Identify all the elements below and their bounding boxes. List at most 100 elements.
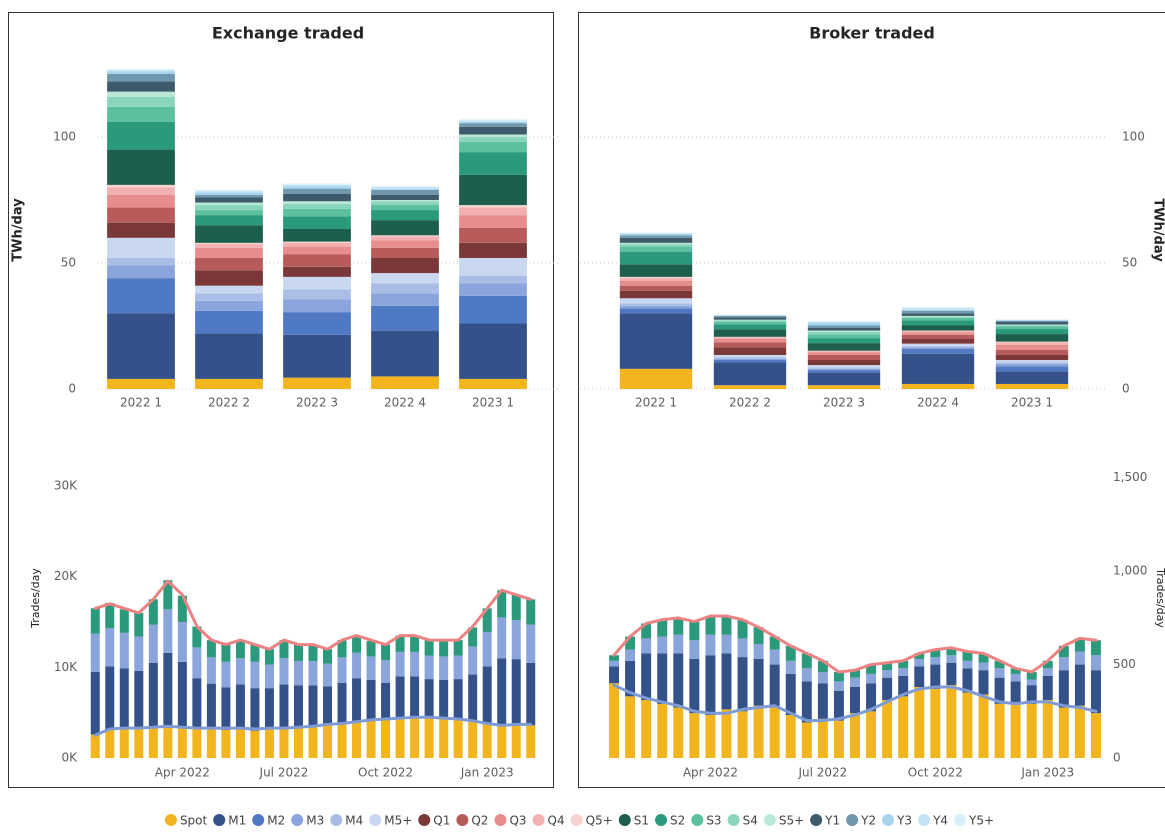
- bar-segment: [818, 672, 828, 683]
- bar-segment: [91, 634, 100, 672]
- bar-segment: [283, 300, 351, 313]
- bar-segment: [526, 725, 535, 758]
- x-tick-label: 2022 4: [917, 396, 959, 410]
- bar-segment: [459, 121, 527, 122]
- bar-segment: [996, 327, 1068, 330]
- bar-segment: [770, 708, 780, 758]
- bar-segment: [371, 187, 439, 188]
- bar-segment: [283, 201, 351, 204]
- legend-label: Q1: [433, 814, 450, 828]
- bar-segment: [902, 311, 974, 314]
- chart-title: Broker traded: [809, 24, 935, 43]
- bar-segment: [673, 708, 683, 758]
- bar-segment: [294, 726, 303, 758]
- bar-segment: [1011, 702, 1021, 758]
- bar-segment: [808, 334, 880, 338]
- bar-segment: [786, 661, 796, 674]
- bar-segment: [396, 676, 405, 717]
- legend-marker: [691, 814, 703, 826]
- bar-segment: [808, 331, 880, 332]
- bar-segment: [323, 724, 332, 758]
- bar-segment: [962, 661, 972, 668]
- bar-segment: [163, 609, 172, 653]
- bar-segment: [283, 312, 351, 335]
- bar-segment: [714, 316, 786, 317]
- bar-segment: [371, 205, 439, 210]
- bar-segment: [439, 680, 448, 719]
- bar-segment: [705, 635, 715, 656]
- line-series: [614, 616, 1096, 672]
- bar-segment: [371, 186, 439, 187]
- bar-segment: [786, 674, 796, 715]
- bar-segment: [371, 376, 439, 389]
- bar-segment: [620, 308, 692, 313]
- bar-segment: [105, 730, 114, 758]
- bar-segment: [1043, 700, 1053, 758]
- bar-segment: [898, 696, 908, 758]
- bar-segment: [996, 325, 1068, 326]
- bar-segment: [620, 277, 692, 278]
- bar-segment: [996, 345, 1068, 350]
- bar-segment: [620, 369, 692, 389]
- bar-segment: [107, 266, 175, 279]
- bar-segment: [468, 722, 477, 758]
- bar-segment: [808, 332, 880, 335]
- legend-label: S2: [670, 814, 685, 828]
- bar-segment: [352, 653, 361, 678]
- bar-segment: [207, 727, 216, 758]
- bar-segment: [107, 238, 175, 258]
- bar-segment: [371, 201, 439, 205]
- bar-segment: [283, 189, 351, 194]
- bar-segment: [914, 687, 924, 758]
- bar-segment: [995, 704, 1005, 758]
- y-tick-label: 1,500: [1113, 470, 1147, 484]
- bar-segment: [192, 678, 201, 729]
- bar-segment: [107, 71, 175, 74]
- bar-segment: [195, 244, 263, 248]
- bar-segment: [468, 646, 477, 674]
- bar-segment: [195, 197, 263, 202]
- bar-segment: [808, 385, 880, 389]
- y-tick-label: 50: [61, 256, 76, 270]
- bar-segment: [818, 683, 828, 719]
- bar-segment: [323, 686, 332, 723]
- bar-segment: [902, 331, 974, 332]
- bar-segment: [714, 355, 786, 358]
- legend-marker: [728, 814, 740, 826]
- bar-segment: [714, 358, 786, 359]
- bar-segment: [483, 632, 492, 666]
- bar-segment: [371, 331, 439, 376]
- bar-segment: [902, 332, 974, 335]
- bar-segment: [996, 366, 1068, 371]
- bar-segment: [283, 247, 351, 255]
- legend-marker: [882, 814, 894, 826]
- bar-segment: [195, 191, 263, 192]
- bar-segment: [770, 650, 780, 665]
- bar-segment: [620, 306, 692, 309]
- bar-segment: [459, 119, 527, 120]
- legend-marker: [369, 814, 381, 826]
- bar-segment: [105, 628, 114, 666]
- bar-segment: [641, 653, 651, 700]
- bar-segment: [221, 687, 230, 730]
- bar-segment: [338, 724, 347, 758]
- bar-segment: [738, 657, 748, 711]
- legend-label: M5+: [384, 814, 412, 828]
- bar-segment: [979, 694, 989, 758]
- bar-segment: [1075, 665, 1085, 706]
- bar-segment: [808, 351, 880, 352]
- bar-segment: [1059, 670, 1069, 707]
- bar-segment: [163, 653, 172, 726]
- y-tick-label: 0: [68, 382, 76, 396]
- bar-segment: [107, 122, 175, 150]
- bar-segment: [134, 671, 143, 729]
- bar-segment: [620, 238, 692, 243]
- x-tick-label: Apr 2022: [155, 766, 210, 780]
- legend-label: M4: [345, 814, 363, 828]
- line-series: [95, 581, 530, 649]
- bar-segment: [120, 727, 129, 758]
- bar-segment: [996, 321, 1068, 322]
- bar-segment: [754, 644, 764, 659]
- bar-segment: [834, 691, 844, 721]
- bar-segment: [770, 665, 780, 708]
